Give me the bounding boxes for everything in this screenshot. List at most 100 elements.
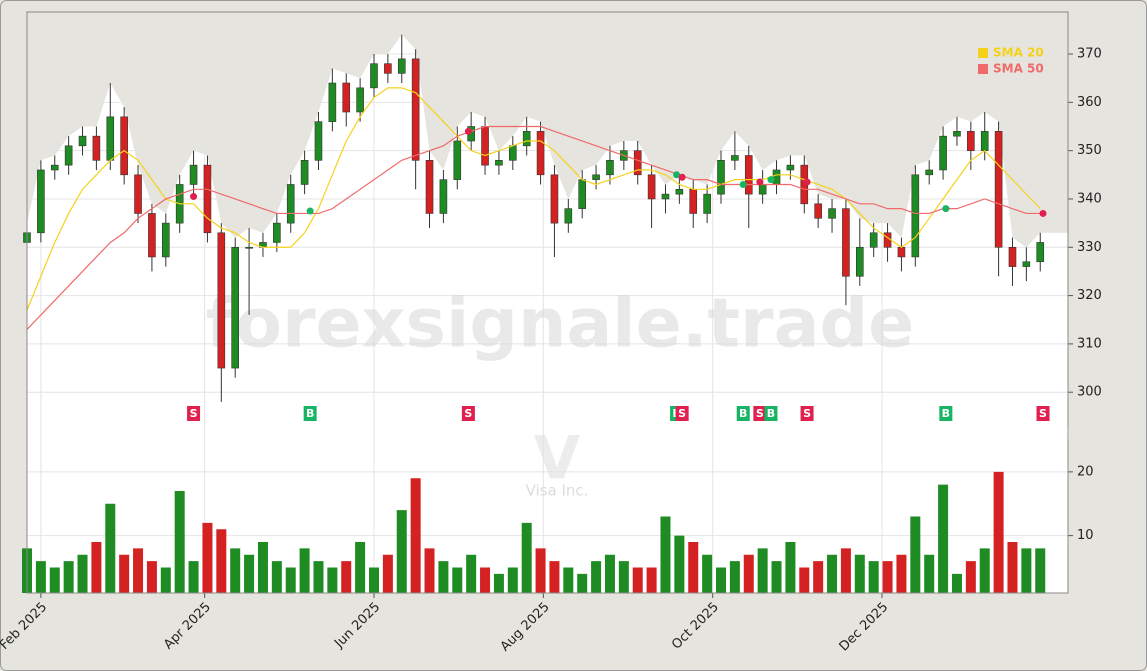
- volume-bar: [244, 554, 255, 593]
- signal-label: S: [190, 407, 198, 420]
- volume-bar: [688, 542, 699, 593]
- volume-bar: [313, 561, 324, 593]
- signal-dot: [739, 180, 747, 188]
- volume-bar: [466, 554, 477, 593]
- volume-bar: [854, 554, 865, 593]
- signal-dot: [803, 178, 811, 186]
- candle-body: [994, 131, 1003, 248]
- signal-label: S: [464, 407, 472, 420]
- signal-dot: [190, 193, 198, 201]
- candle-body: [522, 131, 531, 147]
- volume-bar: [785, 542, 796, 593]
- volume-bar: [577, 573, 588, 593]
- volume-bar: [549, 561, 560, 593]
- candle-body: [148, 213, 156, 258]
- signal-label: B: [739, 407, 747, 420]
- volume-bar: [63, 561, 74, 593]
- volume-bar: [882, 561, 893, 593]
- volume-bar: [452, 567, 463, 593]
- candle-body: [273, 222, 281, 243]
- y-tick-label: 340: [1077, 191, 1102, 206]
- candle-body: [92, 135, 101, 161]
- volume-bar: [674, 535, 685, 593]
- volume-bar: [743, 554, 754, 593]
- signal-badge: [764, 406, 778, 421]
- volume-bar: [910, 516, 921, 593]
- volume-bar: [355, 542, 366, 593]
- candle-body: [411, 58, 420, 161]
- candle-body: [397, 58, 406, 74]
- candle-body: [286, 184, 295, 224]
- candle-body: [370, 63, 378, 89]
- candle-body: [217, 232, 226, 369]
- signal-badge: [736, 406, 750, 421]
- volume-bar: [480, 567, 491, 593]
- signal-label: B: [767, 407, 775, 420]
- candle-body: [1008, 246, 1017, 267]
- signal-label: B: [306, 407, 314, 420]
- candle-body: [64, 145, 73, 166]
- y-tick-label: 360: [1077, 95, 1102, 110]
- volume-bar: [924, 554, 935, 593]
- volume-bar: [993, 471, 1004, 593]
- volume-bar: [507, 567, 518, 593]
- candle-body: [106, 116, 115, 161]
- candle-body: [911, 174, 920, 258]
- volume-bar: [341, 561, 352, 593]
- volume-bar: [771, 561, 782, 593]
- volume-bar: [410, 478, 421, 593]
- candle-body: [980, 131, 989, 151]
- candle-body: [592, 174, 600, 180]
- volume-bar: [813, 561, 824, 593]
- candle-body: [744, 155, 753, 195]
- volume-bar: [604, 554, 615, 593]
- volume-bar: [951, 573, 962, 593]
- legend-label: SMA 20: [993, 46, 1044, 60]
- legend-label: SMA 50: [993, 62, 1044, 76]
- volume-bar: [35, 561, 46, 593]
- signal-label: S: [1039, 407, 1047, 420]
- candle-body: [536, 131, 545, 176]
- volume-bar: [757, 548, 768, 593]
- volume-bar: [646, 567, 657, 593]
- upper-shading: [27, 12, 1068, 248]
- signal-dot: [464, 127, 472, 135]
- volume-bar: [521, 522, 532, 593]
- volume-bar: [327, 567, 338, 593]
- candle-body: [731, 155, 739, 161]
- volume-bar: [965, 561, 976, 593]
- volume-bar: [1007, 542, 1018, 593]
- volume-bar: [382, 554, 393, 593]
- volume-bar: [299, 548, 310, 593]
- volume-bar: [632, 567, 643, 593]
- candle-body: [342, 82, 351, 113]
- candle-body: [328, 82, 337, 122]
- candle-body: [772, 169, 781, 185]
- y-tick-label: 10: [1077, 528, 1094, 543]
- candle-body: [717, 160, 725, 195]
- candle-body: [828, 208, 836, 219]
- candle-body: [550, 174, 559, 224]
- candle-body: [439, 179, 448, 214]
- volume-bar: [257, 542, 268, 593]
- candle-body: [37, 169, 45, 234]
- candle-body: [50, 164, 59, 171]
- candle-body: [245, 246, 253, 249]
- volume-bar: [146, 561, 157, 593]
- candle-body: [953, 131, 961, 137]
- volume-bar: [160, 567, 171, 593]
- signal-badge: [187, 406, 201, 421]
- y-tick-label: 300: [1077, 385, 1102, 400]
- volume-bar: [202, 522, 213, 593]
- signal-badge: [753, 406, 767, 421]
- sma-line: [26, 125, 1041, 330]
- volume-bar: [868, 561, 879, 593]
- volume-bar: [702, 554, 713, 593]
- volume-bar: [396, 510, 407, 593]
- volume-bar: [369, 567, 379, 593]
- y-tick-label: 20: [1077, 464, 1094, 479]
- candle-body: [578, 179, 587, 209]
- candle-body: [661, 193, 670, 200]
- signal-dot: [673, 171, 681, 179]
- signal-label: S: [678, 407, 686, 420]
